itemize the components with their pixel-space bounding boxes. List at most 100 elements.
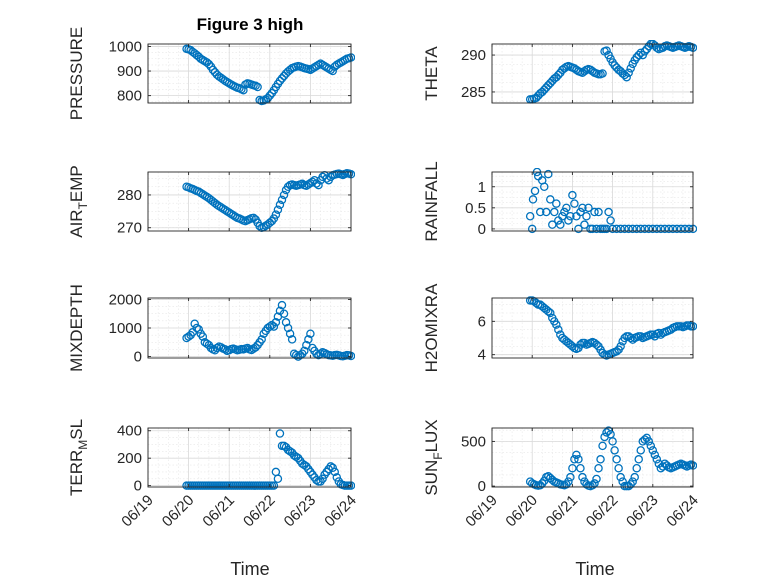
data-point <box>275 200 285 210</box>
data-point <box>578 203 587 213</box>
x-tick-label: 06/21 <box>199 492 238 531</box>
data-point <box>616 342 625 351</box>
y-tick-label: 285 <box>461 84 486 101</box>
data-point <box>602 224 611 234</box>
x-tick-label: 06/19 <box>118 492 157 531</box>
data-point <box>588 224 597 234</box>
data-point <box>314 180 323 190</box>
data-point <box>273 205 283 214</box>
data-point <box>656 224 666 234</box>
data-point <box>265 91 275 100</box>
axes-box <box>491 427 694 488</box>
data-point <box>312 349 321 358</box>
data-point <box>650 450 660 460</box>
y-tick-label: 0 <box>478 221 486 238</box>
data-point <box>634 455 643 464</box>
data-point <box>204 59 214 69</box>
data-point <box>253 82 262 92</box>
data-point <box>588 480 597 490</box>
data-point <box>584 203 593 213</box>
data-point <box>273 474 283 484</box>
data-point <box>646 441 656 451</box>
data-point <box>544 307 553 316</box>
data-point <box>610 446 619 455</box>
y-tick-label: 280 <box>117 187 142 204</box>
data-point <box>574 455 583 464</box>
data-point <box>608 437 617 446</box>
subplot-8: 0 500 06/19 06/20 06/21 06/22 06/23 06/24 SUNFLU… <box>422 419 702 530</box>
data-point <box>530 186 540 196</box>
y-tick-label: 1 <box>478 179 486 196</box>
y-tick-label: 290 <box>461 47 486 64</box>
data-point <box>269 481 279 490</box>
y-tick-label: 0 <box>134 478 142 495</box>
data-point <box>564 216 573 225</box>
data-point <box>554 325 563 334</box>
data-point <box>277 300 287 310</box>
data-point <box>636 224 645 234</box>
axes-box <box>491 43 694 104</box>
y-tick-label: 2000 <box>109 291 142 308</box>
y-tick-label: 0.5 <box>465 200 486 217</box>
data-point <box>566 211 575 221</box>
y-axis-label: AIRTEMP <box>67 165 90 238</box>
data-point <box>574 224 583 234</box>
data-point <box>622 72 631 82</box>
data-point <box>582 211 591 221</box>
data-point <box>528 195 538 204</box>
data-point <box>592 224 601 234</box>
data-point <box>291 350 301 360</box>
x-tick-label: 06/24 <box>663 492 702 531</box>
data-point <box>279 190 289 200</box>
y-axis-label: THETA <box>422 46 441 101</box>
data-point <box>640 224 650 234</box>
data-point <box>616 472 625 482</box>
x-tick-label: 06/23 <box>623 492 662 531</box>
data-point <box>525 211 535 221</box>
y-tick-label: 0 <box>134 349 142 366</box>
data-point <box>612 455 621 464</box>
data-point <box>267 216 277 226</box>
data-point <box>648 446 658 455</box>
y-tick-label: 900 <box>117 63 142 80</box>
data-point <box>564 477 573 486</box>
data-point <box>604 207 613 217</box>
axes-box <box>491 171 694 232</box>
data-point <box>257 335 266 344</box>
data-point <box>550 207 559 217</box>
data-point <box>283 323 293 333</box>
data-series <box>182 169 355 232</box>
data-point <box>265 322 275 331</box>
data-point <box>332 473 342 482</box>
data-point <box>578 472 587 482</box>
axes-box <box>491 297 694 359</box>
data-point <box>614 463 623 473</box>
data-point <box>570 199 579 208</box>
y-axis-label: RAINFALL <box>422 161 441 241</box>
data-point <box>251 81 260 91</box>
x-tick-label: 06/21 <box>543 492 582 531</box>
data-point <box>314 60 323 70</box>
subplot-4: 0 0.5 1 RAINFALL <box>422 161 697 242</box>
data-point <box>576 463 585 473</box>
data-point <box>552 320 561 329</box>
data-point <box>582 480 591 489</box>
data-point <box>558 211 567 221</box>
data-point <box>328 463 337 473</box>
data-point <box>255 221 264 231</box>
x-tick-label: 06/23 <box>281 492 320 531</box>
data-point <box>668 224 678 234</box>
data-point <box>630 472 639 482</box>
y-tick-label: 800 <box>117 88 142 105</box>
data-point <box>275 76 285 86</box>
figure-title: Figure 3 high <box>197 15 304 34</box>
data-point <box>328 66 337 76</box>
data-point <box>548 220 557 229</box>
y-tick-label: 0 <box>478 478 486 495</box>
data-point <box>556 220 565 229</box>
data-point <box>592 474 601 484</box>
data-point <box>616 224 625 234</box>
y-tick-label: 200 <box>117 450 142 467</box>
